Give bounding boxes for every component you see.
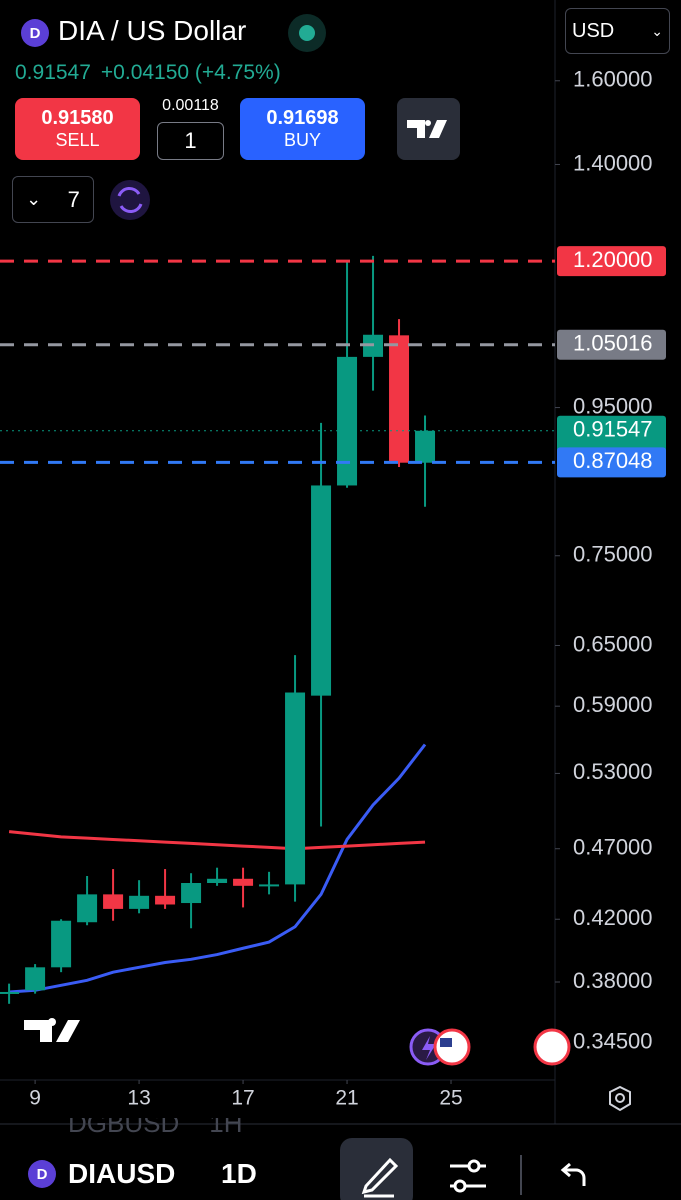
candle-body xyxy=(259,884,280,887)
price-badge xyxy=(557,329,666,360)
faded-interval: 1H xyxy=(209,1118,243,1138)
x-tick-label: 13 xyxy=(127,1087,150,1110)
price-change: +0.04150 (+4.75%) xyxy=(100,61,281,84)
price-badge-label: 1.20000 xyxy=(573,247,653,272)
candle-body xyxy=(155,895,176,905)
price-badge xyxy=(557,447,666,478)
candle-body xyxy=(103,894,124,909)
y-tick-label: 0.34500 xyxy=(573,1028,653,1053)
candle-body xyxy=(129,895,150,909)
y-tick-label: 0.53000 xyxy=(573,759,653,784)
x-tick-label: 9 xyxy=(29,1087,41,1110)
price-badge-label: 0.91547 xyxy=(573,417,653,442)
x-tick-label: 25 xyxy=(439,1087,462,1110)
candle-body xyxy=(181,882,202,904)
chevron: ⌄ xyxy=(26,189,42,209)
tv-mark xyxy=(407,120,447,138)
sell-price: 0.91580 xyxy=(41,107,114,129)
price-badge-label: 0.87048 xyxy=(573,448,653,473)
price-badge xyxy=(557,246,666,277)
candle-body xyxy=(389,335,410,463)
y-tick-label: 0.42000 xyxy=(573,905,653,930)
candle-body xyxy=(51,920,72,968)
footer-symbol[interactable]: DIAUSD xyxy=(68,1158,176,1189)
buy-button[interactable]: 0.91698 BUY xyxy=(240,98,365,160)
y-tick-label: 1.40000 xyxy=(573,150,653,175)
y-tick-label: 0.95000 xyxy=(573,393,653,418)
y-tick-label: 0.65000 xyxy=(573,631,653,656)
moving-average xyxy=(9,743,427,994)
price-badge-label: 1.05016 xyxy=(573,331,653,356)
currency: USD xyxy=(572,19,615,42)
footer-interval[interactable]: 1D xyxy=(221,1158,257,1189)
y-tick-label: 1.60000 xyxy=(573,67,653,92)
x-tick-label: 17 xyxy=(231,1087,254,1110)
y-tick-label: 0.47000 xyxy=(573,835,653,860)
candle-body xyxy=(233,878,254,886)
candle-body xyxy=(25,967,46,991)
sell-button[interactable]: 0.91580 SELL xyxy=(15,98,140,160)
candle-body xyxy=(0,991,20,994)
y-tick-label: 0.38000 xyxy=(573,968,653,993)
y-tick-label: 0.75000 xyxy=(573,542,653,567)
price-row: 0.91547 +0.04150 (+4.75%) xyxy=(15,61,281,85)
x-tick-label: 21 xyxy=(335,1087,358,1110)
spread: 0.00118 xyxy=(162,97,219,114)
symbol-title: DIA / US Dollar xyxy=(58,15,247,46)
candle-body xyxy=(415,430,436,463)
candle-body xyxy=(77,894,98,923)
tv-logo xyxy=(407,120,447,138)
y-tick-label: 0.59000 xyxy=(573,692,653,717)
moving-average xyxy=(8,830,426,851)
candle-body xyxy=(207,878,228,883)
faded-symbol: DGBUSD xyxy=(68,1118,180,1138)
buy-label: BUY xyxy=(283,130,321,150)
sell-label: SELL xyxy=(55,130,100,150)
candle-body xyxy=(311,485,332,696)
candle-body xyxy=(337,356,358,486)
faded-row: DGBUSD 1H xyxy=(68,1118,243,1138)
interval-menu[interactable]: ⌄ 7 xyxy=(12,176,94,223)
buy-price: 0.91698 xyxy=(266,107,339,129)
currency-select[interactable]: USD ⌄ xyxy=(565,8,670,54)
candle-body xyxy=(285,692,306,885)
last-price: 0.91547 xyxy=(15,61,91,84)
tv-dot xyxy=(425,120,431,126)
quantity[interactable]: 1 xyxy=(157,122,224,160)
tv-button[interactable] xyxy=(397,98,460,160)
chevron: ⌄ xyxy=(651,22,663,39)
interval-count: 7 xyxy=(67,186,80,212)
